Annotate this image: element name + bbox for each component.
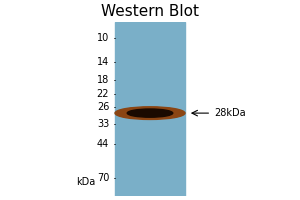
Text: 18: 18 (97, 75, 109, 85)
Text: 44: 44 (97, 139, 109, 149)
Text: kDa: kDa (76, 177, 95, 187)
Title: Western Blot: Western Blot (101, 4, 199, 19)
Text: 33: 33 (97, 119, 109, 129)
Text: 10: 10 (97, 33, 109, 43)
Bar (115, 22, 185, 196)
Ellipse shape (115, 107, 185, 119)
Text: 70: 70 (97, 173, 109, 183)
Ellipse shape (127, 109, 173, 117)
Text: 22: 22 (97, 89, 109, 99)
Text: 28kDa: 28kDa (214, 108, 246, 118)
Text: 26: 26 (97, 102, 109, 112)
Text: 14: 14 (97, 57, 109, 67)
